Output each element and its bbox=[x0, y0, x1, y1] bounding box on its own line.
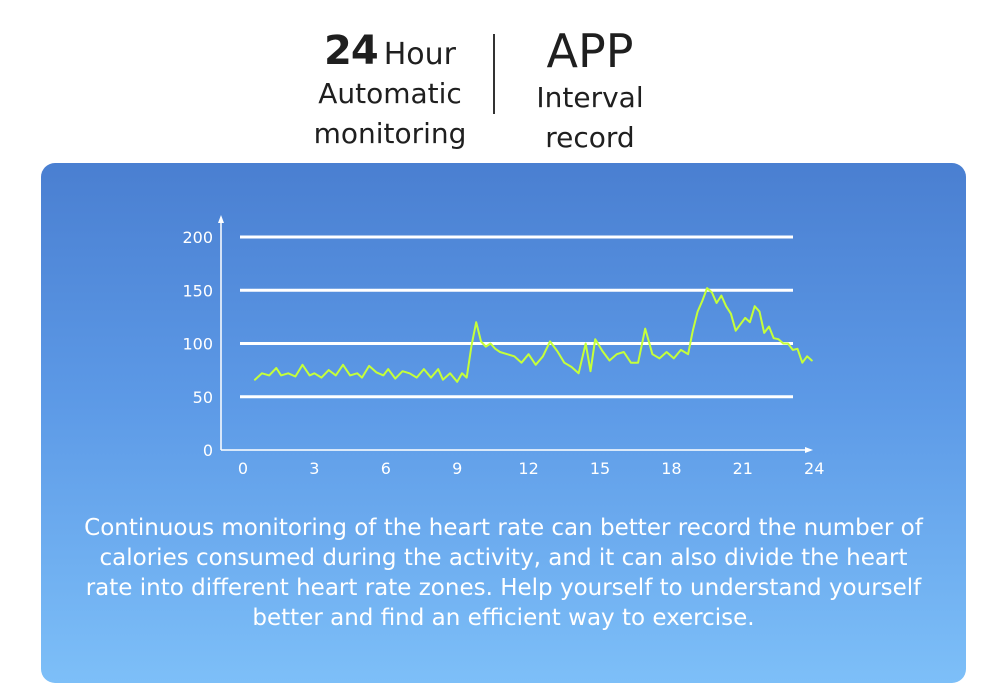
header-divider bbox=[493, 34, 495, 114]
chart-panel: 0 50 100 150 200 0 3 6 9 12 15 18 21 24 Continuous mo… bbox=[41, 163, 966, 683]
automatic-label: Automatic bbox=[318, 77, 462, 110]
app-record-block: APP Interval record bbox=[500, 24, 680, 158]
x-tick-label: 0 bbox=[238, 459, 248, 478]
interval-label: Interval bbox=[536, 81, 644, 114]
header: 24 Hour Automatic monitoring APP Interva… bbox=[0, 0, 1000, 160]
description-text: Continuous monitoring of the heart rate … bbox=[84, 515, 923, 631]
x-tick-label: 6 bbox=[381, 459, 391, 478]
x-tick-label: 9 bbox=[452, 459, 462, 478]
heart-rate-line bbox=[253, 287, 813, 383]
x-tick-label: 18 bbox=[661, 459, 681, 478]
y-axis-arrow bbox=[218, 215, 224, 223]
x-tick-label: 24 bbox=[804, 459, 824, 478]
y-tick-label: 0 bbox=[203, 441, 213, 460]
heart-rate-chart: 0 50 100 150 200 0 3 6 9 12 15 18 21 24 bbox=[182, 215, 824, 478]
y-tick-label: 100 bbox=[182, 335, 213, 354]
record-label: record bbox=[545, 121, 635, 154]
y-tick-label: 150 bbox=[182, 281, 213, 300]
x-tick-label: 3 bbox=[309, 459, 319, 478]
auto-monitoring-block: 24 Hour Automatic monitoring bbox=[300, 28, 480, 154]
hour-unit: Hour bbox=[383, 37, 456, 72]
hour-number: 24 bbox=[324, 28, 379, 74]
x-tick-label: 15 bbox=[590, 459, 610, 478]
x-axis-arrow bbox=[805, 447, 813, 453]
monitoring-label: monitoring bbox=[313, 117, 467, 150]
x-tick-label: 21 bbox=[733, 459, 753, 478]
app-title: APP bbox=[546, 24, 634, 78]
y-tick-label: 50 bbox=[193, 388, 213, 407]
x-tick-label: 12 bbox=[518, 459, 538, 478]
hour-line: 24 Hour bbox=[300, 28, 480, 74]
y-tick-label: 200 bbox=[182, 228, 213, 247]
